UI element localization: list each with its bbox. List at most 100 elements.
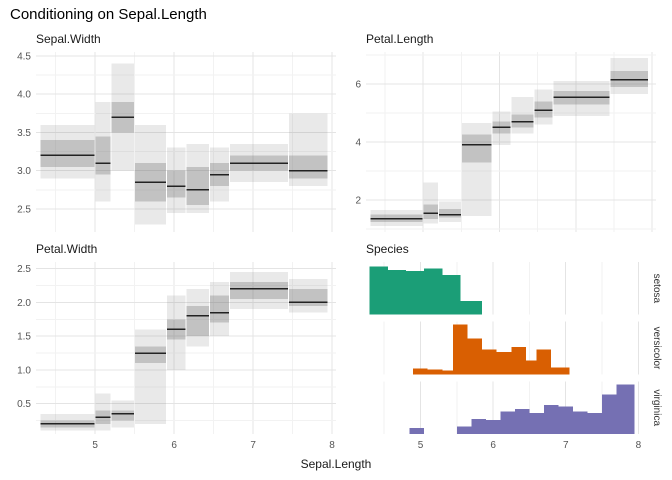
histogram-bar <box>573 411 588 434</box>
histogram-bar <box>471 419 486 434</box>
species-histogram-chart: setosa versicolor virginica 5 6 7 8 <box>369 262 662 451</box>
x-axis-label: Sepal.Length <box>300 457 372 471</box>
facet-label-virginica: virginica <box>651 389 662 426</box>
figure-title: Conditioning on Sepal.Length <box>10 6 207 23</box>
y-tick-label: 2.5 <box>17 264 31 275</box>
histogram-bar <box>453 324 468 375</box>
crossbar-outer-band <box>40 124 95 179</box>
histogram-bar <box>427 369 443 375</box>
y-tick-label: 2.0 <box>17 298 31 309</box>
panel-petal-length: Petal.Length 2 4 6 <box>344 30 664 236</box>
x-tick-label: 7 <box>563 440 569 451</box>
y-tick-label: 4.0 <box>17 90 31 101</box>
x-tick-label: 5 <box>92 440 98 451</box>
histogram-bar <box>496 351 512 375</box>
facet-label-setosa: setosa <box>651 274 662 304</box>
crossbar-outer-band <box>461 123 492 217</box>
y-tick-label: 0.5 <box>17 399 31 410</box>
crossbar-outer-band <box>289 278 328 313</box>
x-tick-label: 5 <box>418 440 424 451</box>
crossbar-outer-band <box>289 113 328 187</box>
y-tick-label: 1.5 <box>17 332 31 343</box>
x-tick-label: 8 <box>329 440 335 451</box>
crossbar-outer-band <box>610 57 648 95</box>
panel-title-sepal-width: Sepal.Width <box>36 32 101 46</box>
histogram-bar <box>413 368 428 375</box>
panel-petal-width: Petal.Width 0.5 1.0 1.5 2.0 2.5 5 6 7 8 <box>8 240 338 452</box>
histogram-bar <box>442 274 461 315</box>
sepal-width-chart: 2.5 3.0 3.5 4.0 4.5 <box>17 51 336 232</box>
histogram-bar <box>387 269 406 315</box>
histogram-bar <box>602 394 617 434</box>
crossbar-inner-band <box>111 410 135 421</box>
histogram-bar <box>616 384 635 434</box>
crossbar-inner-band <box>40 140 95 167</box>
crossbar-inner-band <box>229 282 289 300</box>
crossbar-inner-band <box>439 208 461 218</box>
y-tick-label: 3.5 <box>17 128 31 139</box>
crossbar-outer-band <box>439 201 461 222</box>
y-tick-label: 1.0 <box>17 365 31 376</box>
y-tick-label: 6 <box>355 79 361 90</box>
facet-label-versicolor: versicolor <box>651 327 662 370</box>
crossbar-outer-band <box>135 124 166 225</box>
x-tick-label: 6 <box>171 440 177 451</box>
crossbar-inner-band <box>186 305 210 337</box>
crossbar-inner-band <box>166 170 186 198</box>
histogram-bar <box>587 413 603 434</box>
crossbar-outer-band <box>229 272 289 310</box>
crossbar-inner-band <box>423 204 438 219</box>
histogram-bar <box>467 338 483 375</box>
histogram-bar <box>511 347 526 375</box>
crossbar-outer-band <box>40 413 95 431</box>
crossbar-outer-band <box>186 143 210 213</box>
panel-title-species: Species <box>366 242 409 256</box>
crossbar-inner-band <box>186 166 210 206</box>
crossbar-inner-band <box>289 288 328 306</box>
crossbar-outer-band <box>186 288 210 347</box>
crossbar-outer-band <box>135 329 166 424</box>
histogram-bar <box>405 270 425 315</box>
histogram-bar <box>369 266 388 315</box>
x-tick-label: 7 <box>250 440 256 451</box>
crossbar-outer-band <box>95 101 111 202</box>
crossbar-outer-band <box>553 81 610 116</box>
histogram-bar <box>485 420 501 434</box>
crossbar-outer-band <box>511 97 534 134</box>
y-tick-label: 3.0 <box>17 166 31 177</box>
histogram-bar <box>500 411 515 434</box>
crossbar-inner-band <box>135 346 166 364</box>
crossbar-outer-band <box>534 89 553 125</box>
histogram-bar <box>551 367 570 375</box>
crossbar-inner-band <box>289 155 328 179</box>
y-tick-label: 4.5 <box>17 51 31 62</box>
histogram-bar <box>543 405 559 434</box>
crossbar-inner-band <box>210 295 229 323</box>
petal-width-chart: 0.5 1.0 1.5 2.0 2.5 5 6 7 8 <box>17 262 336 451</box>
crossbar-outer-band <box>166 147 186 213</box>
crossbar-outer-band <box>95 393 111 431</box>
histogram-bar <box>424 268 443 315</box>
y-tick-label: 2.5 <box>17 205 31 216</box>
histogram-bar <box>409 428 425 434</box>
petal-length-chart: 2 4 6 <box>355 52 656 232</box>
crossbar-outer-band <box>166 295 186 370</box>
histogram-bar <box>536 349 552 375</box>
histogram-bar <box>558 406 573 434</box>
histogram-bar <box>456 426 472 434</box>
y-tick-label: 2 <box>355 196 361 207</box>
crossbar-inner-band <box>95 136 111 175</box>
panel-title-petal-length: Petal.Length <box>366 32 434 46</box>
histogram-bar <box>460 300 483 315</box>
panel-title-petal-width: Petal.Width <box>36 242 98 256</box>
x-tick-label: 8 <box>636 440 642 451</box>
panel-sepal-width: Sepal.Width 2.5 3.0 3.5 4.0 4.5 <box>8 30 338 236</box>
histogram-bar <box>442 370 454 375</box>
crossbar-inner-band <box>461 134 492 163</box>
x-tick-label: 6 <box>490 440 496 451</box>
histogram-bar <box>525 360 537 375</box>
histogram-bar <box>514 409 530 434</box>
histogram-bar <box>529 413 544 434</box>
histogram-bar <box>482 349 497 375</box>
